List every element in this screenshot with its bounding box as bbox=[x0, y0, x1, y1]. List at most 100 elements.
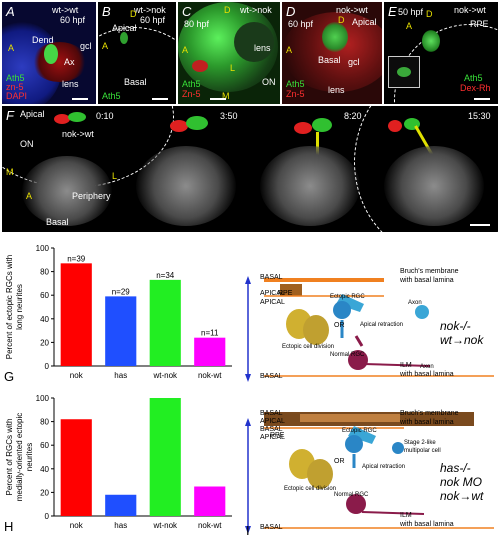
panel-e: E 50 hpf nok->wt RPE Ath5 Dex-Rh A D bbox=[384, 2, 498, 104]
frame-time: 15:30 bbox=[468, 111, 491, 121]
red-cell bbox=[170, 120, 188, 132]
panel-f: 0:10 3:50 8:20 15:30 F Apical ON nok->wt… bbox=[2, 106, 498, 232]
bar-wt-nok bbox=[149, 398, 181, 516]
panel-time: 60 hpf bbox=[60, 15, 86, 25]
genotype-2: wt→nok bbox=[440, 333, 484, 347]
inset-image bbox=[388, 56, 420, 88]
data-label: n=39 bbox=[67, 254, 86, 263]
bruch-label-b: Bruch's membrane bbox=[400, 410, 459, 417]
apical-label-b2: APICAL bbox=[260, 434, 285, 441]
ilm-lamina-b: with basal lamina bbox=[400, 521, 454, 528]
x-tick-label: has bbox=[114, 371, 127, 380]
panel-c: C wt->nok 80 hpf lens ON Ath5 Zn-5 D A M… bbox=[178, 2, 280, 104]
panel-letter: F bbox=[6, 108, 14, 123]
periphery-label: Periphery bbox=[72, 191, 111, 201]
apical-label-2: APICAL bbox=[260, 299, 285, 306]
rpe-label: RPE bbox=[278, 290, 293, 297]
frame-1: 0:10 bbox=[2, 106, 174, 232]
bar-wt-nok bbox=[149, 279, 181, 366]
stain-ath5: Ath5 bbox=[182, 79, 201, 89]
y-tick-label: 0 bbox=[45, 362, 50, 371]
y-tick-label: 20 bbox=[40, 338, 49, 347]
ectopic-rgc-label: Ectopic RGC bbox=[330, 294, 365, 300]
y-axis-label: Percent of RGCs with bbox=[5, 419, 14, 496]
frame-3: 8:20 bbox=[250, 106, 372, 232]
panel-time: 50 hpf bbox=[398, 7, 424, 17]
ilm-lamina: with basal lamina bbox=[400, 371, 454, 378]
bar-nok-wt bbox=[194, 337, 226, 366]
green-rgc-cell bbox=[120, 32, 128, 44]
green-cell bbox=[312, 118, 332, 132]
frame-2: 3:50 bbox=[126, 106, 248, 232]
orientation-l: L bbox=[230, 63, 236, 73]
or-label-b: OR bbox=[334, 458, 345, 465]
y-tick-label: 100 bbox=[36, 244, 50, 253]
gray-cells bbox=[136, 146, 236, 226]
red-cell bbox=[54, 114, 70, 124]
lens-label: lens bbox=[328, 85, 345, 95]
orientation-d: D bbox=[224, 5, 231, 15]
stain-ath5: Ath5 bbox=[464, 73, 483, 83]
lens-label: lens bbox=[62, 79, 79, 89]
bruch-label: Bruch's membrane bbox=[400, 268, 459, 275]
panel-a: A wt->wt 60 hpf A Dend gcl Ax lens Ath5 … bbox=[2, 2, 96, 104]
y-tick-label: 20 bbox=[40, 488, 49, 497]
stain-zn5: Zn-5 bbox=[286, 89, 305, 99]
basal-label-2: BASAL bbox=[260, 373, 283, 380]
panel-letter: C bbox=[182, 4, 192, 19]
apical-label: Apical bbox=[112, 23, 137, 33]
green-rgc-cell bbox=[44, 44, 58, 64]
bruch-lamina: with basal lamina bbox=[400, 277, 454, 284]
apical-retraction-label-b: Apical retraction bbox=[362, 464, 406, 470]
panel-title: wt->nok bbox=[240, 5, 272, 15]
chart-g: 0 20 40 60 80 100 Percent of ectopic RGCs with… bbox=[5, 244, 232, 380]
stain-dapi: DAPI bbox=[6, 91, 28, 101]
scale-bar bbox=[72, 98, 88, 100]
orientation-a: A bbox=[8, 43, 15, 53]
orientation-a: A bbox=[286, 45, 293, 55]
x-tick-label: wt-nok bbox=[152, 521, 178, 530]
orientation-m: M bbox=[222, 91, 230, 101]
scale-bar bbox=[210, 98, 226, 100]
ilm-label-b: ILM bbox=[400, 512, 412, 519]
apical-retraction-label: Apical retraction bbox=[360, 322, 404, 328]
green-rgc-cell bbox=[322, 22, 348, 52]
y-tick-label: 100 bbox=[36, 394, 50, 403]
green-cell bbox=[68, 112, 86, 122]
panel-letter: D bbox=[286, 4, 296, 19]
data-label: n=11 bbox=[201, 329, 219, 338]
panel-letter-h: H bbox=[4, 519, 14, 534]
rpe-label: RPE bbox=[470, 19, 489, 29]
scale-bar bbox=[470, 224, 490, 226]
genotype-1: nok-/- bbox=[440, 319, 471, 333]
apical-label: Apical bbox=[352, 17, 377, 27]
red-cell bbox=[388, 120, 402, 132]
dend-label: Dend bbox=[32, 35, 54, 45]
retina-outline bbox=[98, 27, 176, 104]
axon-label: Axon bbox=[408, 300, 422, 306]
orientation-a: A bbox=[102, 41, 109, 51]
lens-label: lens bbox=[254, 43, 271, 53]
genotype-b2: nok MO bbox=[440, 475, 483, 489]
green-cell bbox=[422, 30, 440, 52]
bar-nok-wt bbox=[194, 486, 226, 516]
stain-dexrh: Dex-Rh bbox=[460, 83, 491, 93]
y-tick-label: 0 bbox=[45, 512, 50, 521]
frame-time: 3:50 bbox=[220, 111, 238, 121]
panel-title: nok->wt bbox=[454, 5, 486, 15]
y-tick-label: 80 bbox=[40, 268, 49, 277]
chart-h: 0 20 40 60 80 100 Percent of RGCs with medially… bbox=[5, 394, 232, 530]
ilm-label: ILM bbox=[400, 362, 412, 369]
red-gcl-layer bbox=[32, 42, 87, 82]
retina-outline bbox=[354, 106, 498, 232]
ax-label: Ax bbox=[64, 57, 75, 67]
panel-time: 60 hpf bbox=[288, 19, 314, 29]
orientation-d: D bbox=[426, 9, 433, 19]
frame-time: 8:20 bbox=[344, 111, 362, 121]
normal-rgc-label-b: Normal RGC bbox=[334, 492, 369, 498]
bar-nok bbox=[60, 419, 92, 516]
normal-rgc-label: Normal RGC bbox=[330, 352, 365, 358]
scale-bar bbox=[474, 98, 490, 100]
orientation-d: D bbox=[130, 9, 137, 19]
orientation-l: L bbox=[112, 171, 118, 181]
